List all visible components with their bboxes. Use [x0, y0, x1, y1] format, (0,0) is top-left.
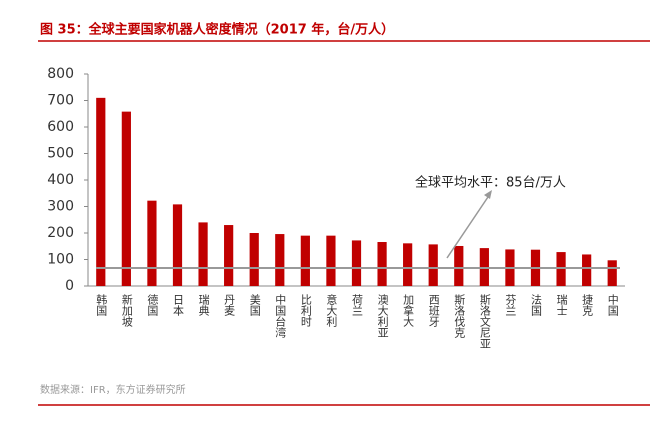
x-tick-label: 法国: [530, 293, 543, 317]
bar: [224, 225, 234, 286]
y-tick-label: 200: [47, 225, 74, 241]
y-tick-label: 800: [47, 66, 74, 82]
y-tick-label: 0: [65, 278, 74, 294]
x-tick-label: 德国: [146, 293, 159, 317]
bar: [198, 222, 208, 286]
bar: [300, 235, 310, 286]
x-tick-label: 意大利: [325, 293, 338, 327]
source-note: 数据来源：IFR，东方证券研究所: [40, 383, 186, 396]
x-tick-label: 新加坡: [120, 293, 133, 328]
y-tick-label: 100: [47, 252, 74, 268]
x-tick-label: 斯洛文尼亚: [478, 294, 491, 349]
x-tick-label: 芬兰: [504, 294, 517, 316]
annotation: 全球平均水平：85台/万人: [415, 175, 566, 191]
x-tick-label: 西班牙: [427, 294, 440, 328]
x-tick-label: 日本: [172, 294, 185, 317]
y-tick-label: 500: [47, 146, 74, 162]
x-tick-label: 丹麦: [223, 294, 236, 317]
bar: [428, 244, 438, 286]
bar: [172, 204, 183, 286]
bar: [96, 97, 106, 286]
bar: [147, 200, 157, 286]
x-tick-label: 澳大利亚: [376, 294, 389, 338]
x-tick-label: 中国台湾: [274, 294, 287, 339]
y-tick-label: 400: [47, 172, 74, 188]
bar: [403, 243, 413, 286]
bar: [249, 233, 259, 286]
bar: [582, 254, 592, 286]
bar: [326, 235, 336, 286]
chart-title: 图 35：全球主要国家机器人密度情况（2017 年，台/万人）: [40, 22, 394, 38]
x-tick-label: 瑞典: [197, 293, 210, 317]
arrow-head: [484, 190, 492, 199]
annotation-arrow: [446, 193, 491, 259]
x-tick-label: 美国: [248, 294, 261, 317]
y-tick-label: 600: [47, 119, 74, 135]
bar: [377, 242, 387, 286]
x-tick-label: 斯洛伐克: [453, 294, 466, 338]
x-tick-label: 中国: [606, 294, 619, 317]
bar: [275, 234, 285, 286]
x-tick-label: 捷克: [581, 293, 594, 316]
bar: [454, 245, 464, 286]
y-tick-label: 300: [47, 199, 74, 215]
x-tick-label: 荷兰: [351, 294, 364, 316]
bar: [351, 240, 362, 286]
x-tick-label: 比利时: [299, 294, 312, 327]
bar: [121, 111, 131, 286]
x-tick-label: 瑞士: [555, 293, 568, 316]
x-tick-label: 加拿大: [402, 294, 415, 327]
bar: [556, 252, 566, 286]
bar: [607, 260, 617, 286]
y-tick-label: 700: [47, 93, 74, 109]
x-tick-label: 韩国: [95, 293, 108, 317]
